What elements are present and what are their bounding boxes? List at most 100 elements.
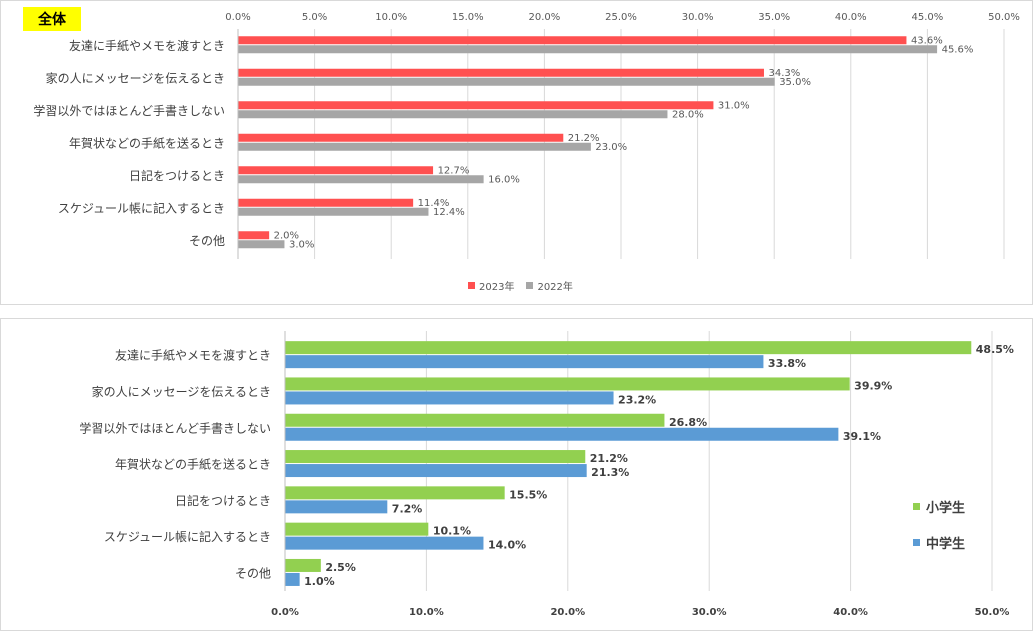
data-label: 11.4%	[418, 198, 450, 209]
data-label: 14.0%	[488, 539, 526, 552]
x-tick-label: 50.0%	[975, 607, 1010, 618]
legend-label-2023: 2023年	[479, 282, 515, 293]
bar-1	[285, 572, 300, 586]
category-label: 家の人にメッセージを伝えるとき	[46, 70, 225, 85]
bar-1	[238, 240, 285, 249]
category-label: その他	[235, 566, 271, 580]
category-label: 日記をつけるとき	[129, 168, 225, 183]
x-tick-label: 40.0%	[833, 607, 868, 618]
bar-0	[285, 522, 429, 536]
data-label: 2.0%	[274, 230, 299, 241]
data-label: 43.6%	[911, 35, 943, 46]
bar-chart-school-level: 0.0% 10.0% 20.0% 30.0% 40.0% 50.0% 友達に手紙やメモを渡す…	[79, 331, 1014, 618]
data-label: 10.1%	[433, 525, 471, 538]
data-label: 39.1%	[843, 430, 881, 443]
chart-panel-school-level: 0.0% 10.0% 20.0% 30.0% 40.0% 50.0% 友達に手紙やメモを渡す…	[0, 318, 1033, 631]
data-label: 23.0%	[595, 142, 627, 153]
legend-overall: 2023年 2022年	[468, 278, 585, 293]
x-tick-label: 40.0%	[835, 12, 867, 23]
bar-0	[238, 101, 714, 110]
chart-title-badge: 全体	[23, 7, 81, 31]
bar-1	[285, 391, 614, 405]
bar-1	[238, 110, 668, 119]
x-tick-label: 30.0%	[692, 607, 727, 618]
bar-0	[238, 68, 764, 77]
legend-item-2023: 2023年	[468, 278, 514, 293]
legend-swatch-elementary	[913, 502, 920, 510]
legend-label-junior-high: 中学生	[926, 536, 966, 552]
bar-0	[285, 558, 321, 572]
data-label: 16.0%	[488, 174, 520, 185]
x-tick-label: 0.0%	[225, 12, 250, 23]
bar-1	[285, 500, 388, 514]
data-label: 12.7%	[438, 165, 470, 176]
bar-1	[238, 175, 484, 184]
data-label: 3.0%	[289, 239, 314, 250]
bar-0	[238, 36, 907, 45]
data-label: 31.0%	[718, 100, 750, 111]
bar-1	[238, 142, 591, 151]
category-label: その他	[189, 234, 225, 248]
x-tick-label: 35.0%	[758, 12, 790, 23]
category-label: 年賀状などの手紙を送るとき	[115, 457, 271, 472]
x-tick-label: 45.0%	[912, 12, 944, 23]
data-label: 28.0%	[672, 109, 704, 120]
legend-label-2022: 2022年	[537, 282, 573, 293]
category-label: 友達に手紙やメモを渡すとき	[69, 38, 225, 53]
data-label: 21.3%	[591, 466, 629, 479]
bar-0	[285, 377, 850, 391]
bar-1	[238, 77, 775, 86]
bar-0	[285, 413, 665, 427]
bar-0	[285, 486, 505, 500]
category-label: スケジュール帳に記入するとき	[58, 200, 225, 215]
data-label: 26.8%	[669, 416, 707, 429]
x-tick-label: 20.0%	[550, 607, 585, 618]
bar-0	[238, 133, 564, 142]
x-tick-label: 30.0%	[682, 12, 714, 23]
data-label: 12.4%	[433, 207, 465, 218]
category-label: 友達に手紙やメモを渡すとき	[115, 348, 271, 363]
x-tick-label: 0.0%	[271, 607, 299, 618]
data-label: 21.2%	[568, 133, 600, 144]
x-tick-label: 5.0%	[302, 12, 327, 23]
legend-label-elementary: 小学生	[926, 500, 966, 516]
data-label: 33.8%	[768, 357, 806, 370]
chart-panel-overall: 全体 0.0% 5.0% 10.0% 15.0% 20.0% 25.0% 30.0% 35.0…	[0, 0, 1033, 305]
bar-0	[285, 450, 586, 464]
data-label: 1.0%	[304, 575, 335, 588]
category-label: 年賀状などの手紙を送るとき	[69, 135, 225, 150]
bar-1	[285, 464, 587, 478]
category-label: スケジュール帳に記入するとき	[104, 529, 271, 544]
x-tick-label: 25.0%	[605, 12, 637, 23]
x-tick-label: 50.0%	[988, 12, 1020, 23]
legend-swatch-2022	[526, 282, 534, 289]
data-label: 2.5%	[325, 561, 356, 574]
legend-item-junior-high: 中学生	[913, 533, 966, 552]
x-tick-label: 10.0%	[409, 607, 444, 618]
x-tick-label: 10.0%	[375, 12, 407, 23]
data-label: 34.3%	[768, 68, 800, 79]
data-label: 48.5%	[976, 343, 1014, 356]
data-label: 7.2%	[392, 502, 423, 515]
bar-1	[285, 427, 839, 441]
bar-0	[285, 341, 972, 355]
data-label: 23.2%	[618, 393, 656, 406]
bar-1	[238, 207, 429, 216]
bar-1	[285, 355, 764, 369]
bar-chart-overall: 0.0% 5.0% 10.0% 15.0% 20.0% 25.0% 30.0% 35.0% 40…	[33, 12, 1020, 259]
data-label: 21.2%	[590, 452, 628, 465]
data-label: 35.0%	[779, 77, 811, 88]
category-label: 家の人にメッセージを伝えるとき	[92, 384, 271, 399]
data-label: 45.6%	[942, 44, 974, 55]
bar-0	[238, 166, 434, 175]
category-label: 学習以外ではほとんど手書きしない	[33, 103, 225, 118]
bar-0	[238, 198, 414, 207]
legend-swatch-junior-high	[913, 538, 920, 546]
data-label: 15.5%	[509, 488, 547, 501]
bar-1	[238, 45, 938, 54]
legend-swatch-2023	[468, 282, 475, 289]
data-label: 39.9%	[854, 379, 892, 392]
legend-item-elementary: 小学生	[913, 497, 966, 516]
legend-item-2022: 2022年	[526, 278, 573, 293]
bar-1	[285, 536, 484, 550]
